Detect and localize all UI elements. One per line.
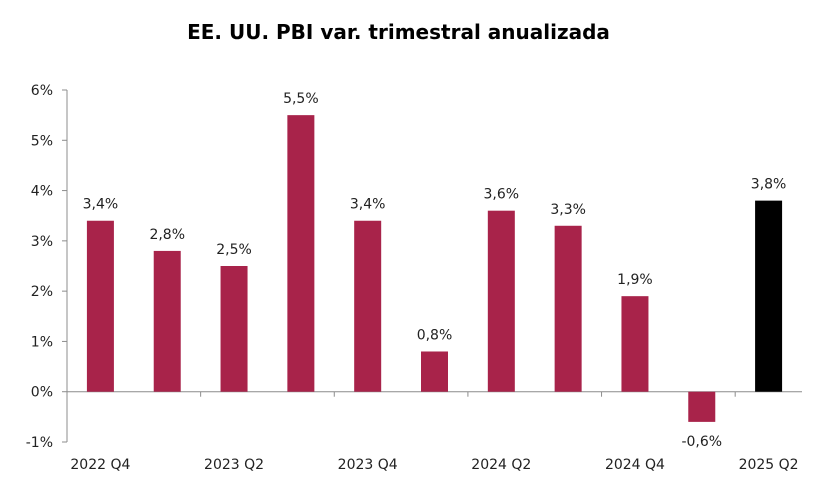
data-label: 1,9% <box>617 272 653 288</box>
data-label: 3,3% <box>550 202 586 218</box>
bar-2022-q4 <box>86 220 114 392</box>
x-tick-label: 2024 Q2 <box>471 457 531 473</box>
x-tick-label: 2023 Q2 <box>204 457 264 473</box>
bar-2023-q4 <box>354 220 382 392</box>
y-tick-label: 4% <box>31 184 53 200</box>
x-tick-label: 2025 Q2 <box>739 457 799 473</box>
bar-2024-q3 <box>554 225 582 392</box>
y-tick-label: 3% <box>31 234 53 250</box>
bar-2024-q1 <box>421 351 448 392</box>
bar-2023-q2 <box>220 266 248 392</box>
y-tick-label: 0% <box>31 385 53 401</box>
y-tick-label: 6% <box>31 83 53 99</box>
y-tick-label: 2% <box>31 284 53 300</box>
bar-2024-q2 <box>487 210 515 392</box>
bar-2023-q1 <box>153 250 181 392</box>
data-label: 2,5% <box>216 242 252 258</box>
data-label: 0,8% <box>417 327 453 343</box>
data-label: 3,4% <box>350 197 386 213</box>
bar-2024-q4 <box>621 296 649 392</box>
chart-title: EE. UU. PBI var. trimestral anualizada <box>187 20 610 44</box>
x-tick-label: 2022 Q4 <box>70 457 130 473</box>
bar-2023-q3 <box>287 115 315 392</box>
data-label: 3,8% <box>751 177 787 193</box>
bar-2025-q1 <box>688 391 716 422</box>
data-label: 2,8% <box>149 227 185 243</box>
bar-series <box>86 115 783 422</box>
y-tick-label: -1% <box>26 435 53 451</box>
y-tick-label: 1% <box>31 334 53 350</box>
bar-2025-q2 <box>755 200 783 392</box>
data-label: 3,4% <box>83 197 119 213</box>
data-label: -0,6% <box>681 434 722 450</box>
y-tick-label: 5% <box>31 133 53 149</box>
x-tick-label: 2024 Q4 <box>605 457 665 473</box>
data-label: 3,6% <box>484 187 520 203</box>
data-labels: 3,4% 2,8% 2,5% 5,5% 3,4% 0,8% 3,6% 3,3% 1,9% -0,6… <box>83 91 787 450</box>
data-label: 5,5% <box>283 91 319 107</box>
tick-labels: -1% 0% 1% 2% 3% 4% 5% 6% 2022 Q4 2023 Q2 2023 Q4 20… <box>26 83 799 473</box>
x-tick-label: 2023 Q4 <box>338 457 398 473</box>
